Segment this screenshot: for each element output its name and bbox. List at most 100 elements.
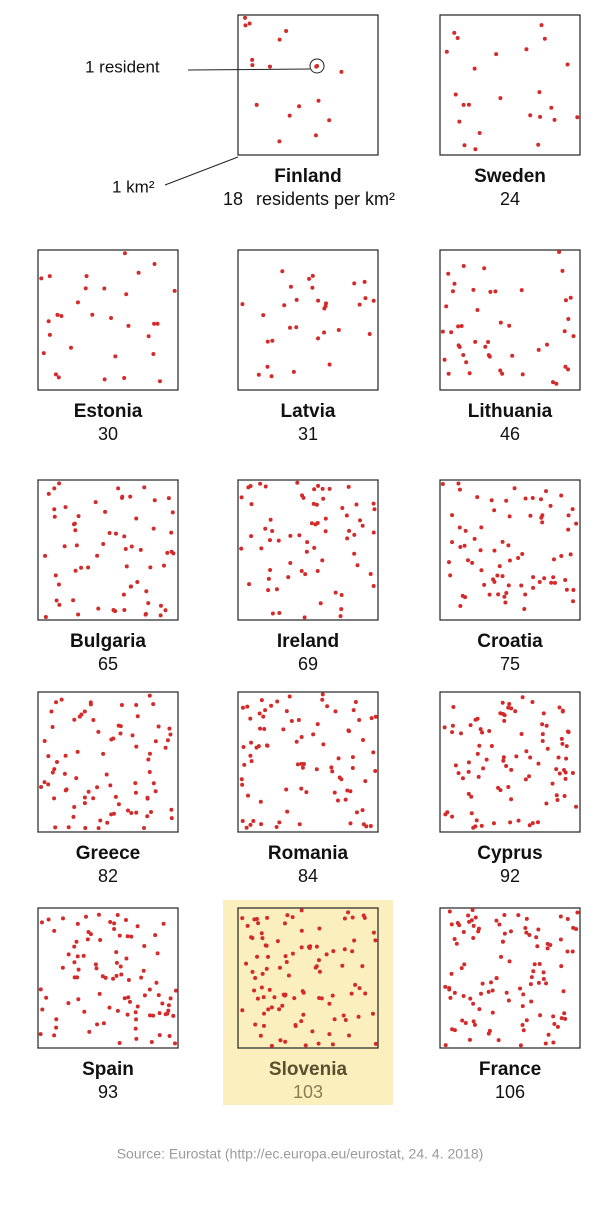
resident-dot [261,1023,266,1028]
resident-dot [266,588,271,593]
resident-dot [255,996,260,1001]
unit-label: residents per km² [256,189,395,209]
resident-dot [257,711,262,716]
resident-dot [284,709,289,714]
resident-dot [564,744,569,749]
resident-dot [443,1043,448,1048]
resident-dot [95,785,100,790]
resident-dot [371,583,376,588]
resident-dot [71,814,76,819]
resident-dot [244,825,249,830]
density-value: 18 [223,189,243,209]
resident-dot [564,756,569,761]
resident-dot [160,1001,165,1006]
resident-dot [462,962,467,967]
resident-dot [169,530,174,535]
resident-dot [302,615,307,620]
resident-dot [54,1025,59,1030]
resident-dot [330,993,335,998]
resident-dot [472,66,477,71]
resident-dot [303,572,308,577]
resident-dot [243,15,248,20]
resident-dot [561,989,566,994]
resident-dot [286,973,291,978]
resident-dot [300,765,305,770]
resident-dot [52,486,57,491]
resident-dot [240,705,245,710]
resident-dot [253,1022,258,1027]
resident-dot [42,738,47,743]
resident-dot [269,1005,274,1010]
resident-dot [559,1016,564,1021]
resident-dot [90,312,95,317]
country-name: Romania [268,843,349,864]
resident-dot [482,266,487,271]
resident-dot [250,969,255,974]
resident-dot [260,936,265,941]
resident-dot [500,574,505,579]
resident-dot [450,513,455,518]
resident-dot [455,35,460,40]
country-name: Sweden [474,166,546,187]
resident-dot [113,531,118,536]
resident-dot [102,377,107,382]
legend-dot-label: 1 resident [85,57,160,76]
resident-dot [320,558,325,563]
resident-dot [265,915,270,920]
resident-dot [466,769,471,774]
resident-dot [165,550,170,555]
resident-dot [170,510,175,515]
resident-dot [303,1043,308,1048]
density-value: 84 [298,866,318,886]
resident-dot [252,917,257,922]
resident-dot [506,784,511,789]
resident-dot [473,915,478,920]
resident-dot [41,351,46,356]
resident-dot [356,1014,361,1019]
resident-dot [332,790,337,795]
resident-dot [263,484,268,489]
resident-dot [358,518,363,523]
resident-dot [152,261,157,266]
resident-dot [471,923,476,928]
resident-dot [102,286,107,291]
resident-dot [563,776,568,781]
resident-dot [134,703,139,708]
resident-dot [97,991,102,996]
resident-dot [546,1032,551,1037]
resident-dot [452,30,457,35]
resident-dot [163,745,168,750]
resident-dot [473,717,478,722]
resident-dot [325,704,330,709]
resident-dot [135,714,140,719]
resident-dot [353,982,358,987]
resident-dot [501,755,506,760]
resident-dot [538,114,543,119]
resident-dot [562,794,567,799]
resident-dot [240,916,245,921]
resident-dot [101,751,106,756]
country-name: Spain [82,1059,134,1080]
resident-dot [299,569,304,574]
resident-dot [249,534,254,539]
resident-dot [173,1041,178,1046]
resident-dot [129,934,134,939]
resident-dot [135,1004,140,1009]
resident-dot [161,921,166,926]
resident-dot [471,287,476,292]
resident-dot [310,1029,315,1034]
resident-dot [154,980,159,985]
resident-dot [135,924,140,929]
resident-dot [108,920,113,925]
resident-dot [127,999,132,1004]
resident-dot [360,808,365,813]
resident-dot [38,1032,43,1037]
legend-dot-ring [309,58,325,74]
resident-dot [285,809,290,814]
resident-dot [299,908,304,913]
resident-dot [290,951,295,956]
resident-dot [535,820,540,825]
resident-dot [96,912,101,917]
resident-dot [541,711,546,716]
resident-dot [145,814,150,819]
